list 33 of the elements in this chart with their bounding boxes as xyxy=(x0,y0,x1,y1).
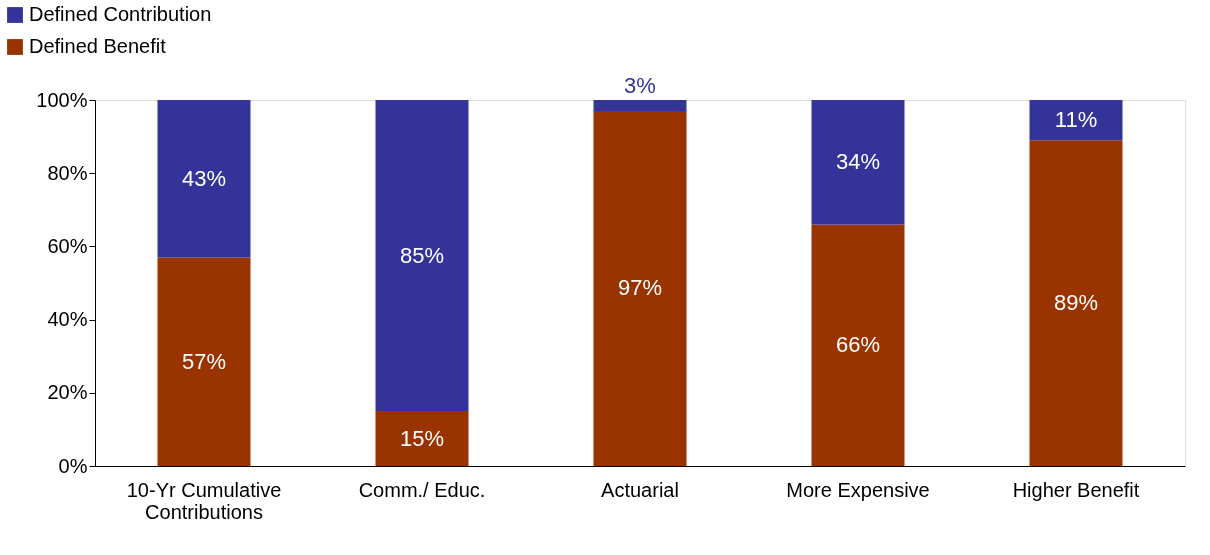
data-label: 97% xyxy=(617,275,663,301)
bar xyxy=(811,224,905,466)
data-label: 11% xyxy=(1054,107,1098,133)
y-tick-label: 40% xyxy=(47,308,88,331)
bar xyxy=(593,110,687,466)
bar xyxy=(375,100,469,412)
data-label: 85% xyxy=(399,242,445,268)
data-label: 3% xyxy=(624,73,656,98)
x-tick-label: 10-Yr Cumulative Contributions xyxy=(126,478,282,523)
data-label: 89% xyxy=(1053,290,1099,316)
x-tick-label: Actuarial xyxy=(601,478,679,501)
y-tick-label: 20% xyxy=(47,381,88,404)
x-tick-label: Higher Benefit xyxy=(1012,478,1140,501)
bar xyxy=(593,100,687,111)
data-label: 43% xyxy=(181,165,227,191)
y-tick-label: 0% xyxy=(58,454,88,477)
legend-label: Defined Contribution xyxy=(29,3,212,25)
bar xyxy=(1029,140,1123,466)
data-label: 66% xyxy=(835,332,881,358)
y-tick-label: 100% xyxy=(36,88,88,111)
bar xyxy=(1029,100,1123,141)
bar xyxy=(375,411,469,466)
legend-label: Defined Benefit xyxy=(29,35,167,57)
data-label: 34% xyxy=(835,149,881,175)
y-tick-label: 60% xyxy=(47,234,88,257)
x-tick-label: More Expensive xyxy=(786,478,930,501)
bar xyxy=(157,257,251,466)
data-label: 57% xyxy=(181,348,227,374)
data-label: 15% xyxy=(399,425,445,451)
bar xyxy=(811,100,905,225)
bar xyxy=(157,100,251,258)
y-tick-label: 80% xyxy=(47,161,88,184)
x-tick-label: Comm./ Educ. xyxy=(358,478,486,501)
